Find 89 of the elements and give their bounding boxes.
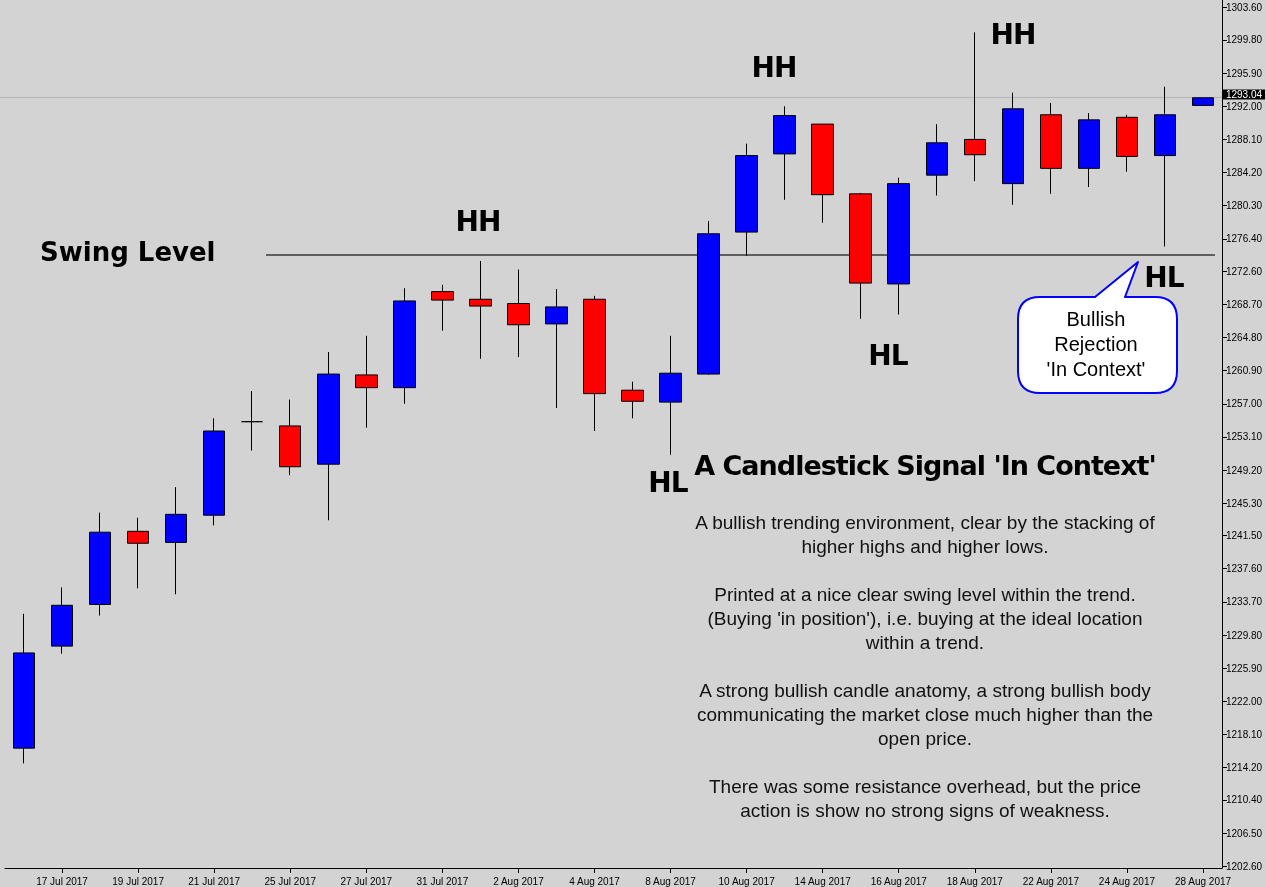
y-tick-label: 1237.60 bbox=[1226, 563, 1263, 575]
y-tick-label: 1280.30 bbox=[1226, 200, 1263, 212]
candlestick bbox=[811, 123, 834, 224]
candlestick bbox=[165, 486, 187, 595]
ref-line-label: Swing Level bbox=[40, 237, 216, 268]
x-tick-label: 17 Jul 2017 bbox=[36, 875, 89, 887]
x-tick-label: 18 Aug 2017 bbox=[946, 875, 1004, 887]
annotation: A bullish trending environment, clear by the stacking of higher highs and higher lows. bbox=[694, 511, 1156, 559]
x-tick-label: 31 Jul 2017 bbox=[416, 875, 469, 887]
candlestick bbox=[849, 192, 872, 320]
annotation: There was some resistance overhead, but the price action is show no strong signs of weakness. bbox=[708, 775, 1142, 823]
x-tick-label: 16 Aug 2017 bbox=[870, 875, 928, 887]
annotation: HH bbox=[454, 204, 502, 240]
annotation: HL bbox=[1143, 260, 1185, 296]
candlestick bbox=[735, 143, 758, 257]
y-tick-label: 1292.00 bbox=[1226, 100, 1263, 112]
x-tick-label: 27 Jul 2017 bbox=[340, 875, 393, 887]
y-tick-label: 1245.30 bbox=[1226, 497, 1263, 509]
candlestick bbox=[926, 123, 948, 197]
candlestick bbox=[621, 381, 644, 419]
y-tick-label: 1253.10 bbox=[1226, 431, 1263, 443]
y-tick-label: 1276.40 bbox=[1226, 233, 1263, 245]
candlestick bbox=[773, 105, 796, 201]
y-tick-label: 1222.00 bbox=[1226, 695, 1263, 707]
candlestick bbox=[355, 335, 378, 429]
x-tick-label: 4 Aug 2017 bbox=[569, 875, 621, 887]
y-tick-label: 1229.80 bbox=[1226, 629, 1263, 641]
y-tick-label: 1225.90 bbox=[1226, 662, 1263, 674]
annotation: Bullish Rejection 'In Context' bbox=[1045, 307, 1147, 382]
candlestick bbox=[583, 295, 606, 432]
candlestick bbox=[1040, 102, 1062, 195]
candlestick bbox=[317, 351, 340, 521]
y-tick-label: 1284.20 bbox=[1226, 167, 1263, 179]
ref-line-label: 1293.04 bbox=[1225, 88, 1263, 100]
y-tick-label: 1295.90 bbox=[1226, 67, 1263, 79]
candlestick bbox=[697, 220, 720, 376]
annotation: HL bbox=[867, 338, 909, 374]
candlestick bbox=[13, 613, 35, 764]
candlestick bbox=[89, 512, 111, 617]
y-tick-label: 1206.50 bbox=[1226, 827, 1263, 839]
candlestick bbox=[545, 288, 568, 409]
y-tick-label: 1268.70 bbox=[1226, 298, 1263, 310]
x-tick-label: 2 Aug 2017 bbox=[493, 875, 545, 887]
x-tick-label: 22 Aug 2017 bbox=[1022, 875, 1080, 887]
candlestick bbox=[887, 177, 910, 316]
annotation: Printed at a nice clear swing level within the trend. (Buying 'in position'), i.e. buying at the ideal location within a trend. bbox=[706, 583, 1144, 655]
x-tick-label: 19 Jul 2017 bbox=[112, 875, 165, 887]
x-tick-label: 14 Aug 2017 bbox=[794, 875, 852, 887]
y-tick-label: 1218.10 bbox=[1226, 729, 1263, 741]
y-tick-label: 1299.80 bbox=[1226, 34, 1263, 46]
candlestick bbox=[203, 417, 225, 526]
y-tick-label: 1260.90 bbox=[1226, 365, 1263, 377]
y-tick-label: 1202.60 bbox=[1226, 860, 1263, 872]
candlestick bbox=[1078, 112, 1100, 188]
y-tick-label: 1241.50 bbox=[1226, 530, 1263, 542]
x-tick-label: 24 Aug 2017 bbox=[1098, 875, 1156, 887]
candlestick bbox=[431, 284, 454, 332]
annotation: HH bbox=[989, 17, 1037, 53]
candlestick bbox=[1116, 114, 1138, 173]
y-tick-label: 1210.40 bbox=[1226, 794, 1263, 806]
y-tick-label: 1257.00 bbox=[1226, 398, 1263, 410]
candlestick bbox=[659, 335, 682, 456]
y-tick-label: 1288.10 bbox=[1226, 133, 1263, 145]
candlestick bbox=[51, 586, 73, 655]
candlestick bbox=[1154, 86, 1176, 248]
annotation: HH bbox=[750, 50, 798, 86]
candlestick bbox=[964, 31, 986, 182]
annotation: A strong bullish candle anatomy, a strong bullish body communicating the market close much higher than the open price. bbox=[695, 679, 1155, 751]
y-tick-label: 1233.70 bbox=[1226, 596, 1263, 608]
y-tick-label: 1249.20 bbox=[1226, 464, 1263, 476]
x-tick-label: 10 Aug 2017 bbox=[718, 875, 776, 887]
x-tick-label: 8 Aug 2017 bbox=[645, 875, 697, 887]
candlestick bbox=[241, 390, 263, 452]
text: A Candlestick Signal 'In Context' bbox=[694, 450, 1156, 481]
candlestick bbox=[393, 287, 416, 405]
candlestick bbox=[469, 260, 492, 360]
candlestick bbox=[507, 269, 530, 358]
annotation: HL bbox=[648, 466, 688, 499]
candlestick bbox=[279, 399, 301, 476]
y-tick-label: 1214.20 bbox=[1226, 762, 1263, 774]
y-tick-label: 1272.60 bbox=[1226, 265, 1263, 277]
candlestick bbox=[127, 517, 149, 589]
x-tick-label: 28 Aug 2017 bbox=[1174, 875, 1232, 887]
candlestick bbox=[1002, 92, 1024, 206]
y-tick-label: 1303.60 bbox=[1226, 2, 1263, 14]
x-tick-label: 21 Jul 2017 bbox=[188, 875, 241, 887]
candlestick bbox=[1192, 97, 1214, 106]
x-tick-label: 25 Jul 2017 bbox=[264, 875, 317, 887]
y-tick-label: 1264.80 bbox=[1226, 332, 1263, 344]
